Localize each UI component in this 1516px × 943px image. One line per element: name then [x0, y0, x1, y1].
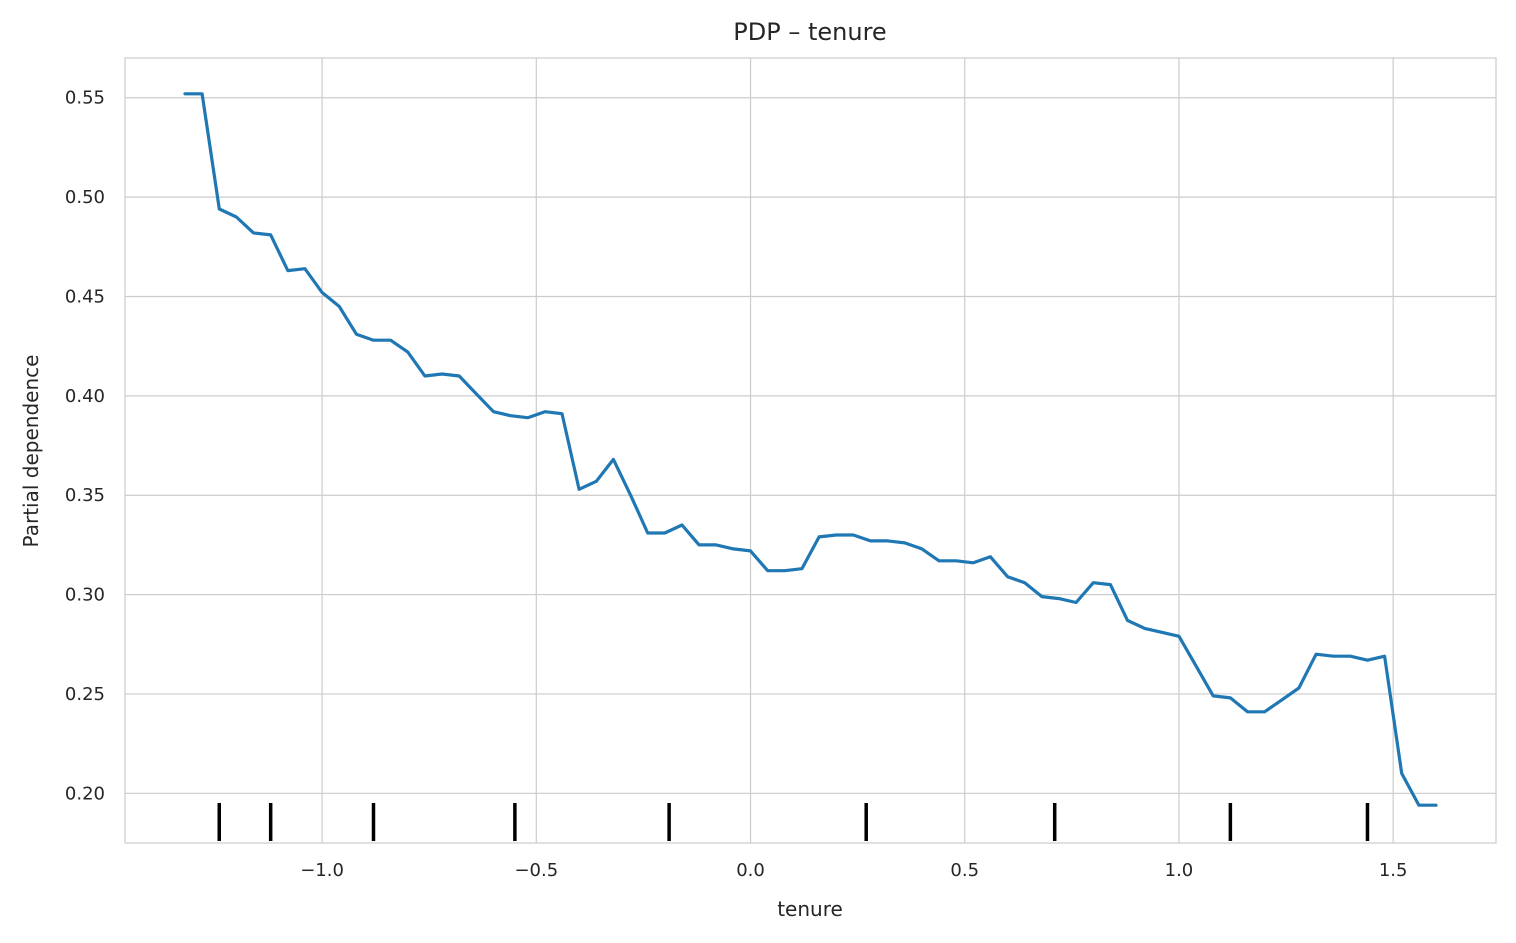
y-tick-label: 0.40 [65, 386, 105, 407]
y-tick-label: 0.55 [65, 88, 105, 109]
x-tick-label: −1.0 [300, 860, 344, 881]
x-tick-label: 1.5 [1379, 860, 1408, 881]
y-tick-label: 0.45 [65, 286, 105, 307]
y-axis-label: Partial dependence [19, 355, 43, 548]
chart-title: PDP – tenure [733, 18, 886, 46]
x-tick-label: 0.5 [950, 860, 979, 881]
y-tick-label: 0.50 [65, 187, 105, 208]
y-tick-label: 0.25 [65, 684, 105, 705]
x-tick-label: 1.0 [1165, 860, 1194, 881]
y-tick-label: 0.20 [65, 783, 105, 804]
x-tick-label: 0.0 [736, 860, 765, 881]
x-tick-label: −0.5 [514, 860, 558, 881]
y-tick-label: 0.35 [65, 485, 105, 506]
y-tick-label: 0.30 [65, 585, 105, 606]
x-axis-label: tenure [777, 897, 843, 921]
